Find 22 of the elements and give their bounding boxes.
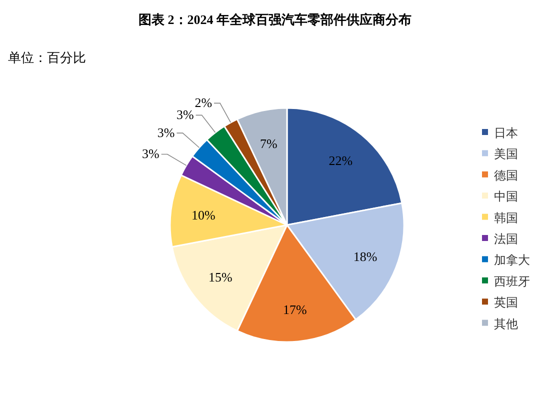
data-label: 3% (176, 107, 194, 122)
data-label: 18% (353, 249, 378, 264)
legend-label: 日本 (494, 126, 518, 140)
data-label: 3% (142, 146, 160, 162)
legend-label: 其他 (494, 316, 518, 331)
data-label: 22% (328, 153, 353, 168)
legend-label: 法国 (494, 232, 518, 246)
data-label: 3% (157, 125, 175, 140)
legend-label: 中国 (494, 190, 518, 204)
legend-label: 韩国 (494, 210, 518, 225)
data-label: 10% (192, 207, 216, 222)
legend-label: 加拿大 (494, 253, 530, 268)
legend-label: 英国 (494, 296, 518, 310)
chart-subtitle: 单位：百分比 (8, 50, 86, 65)
legend-label: 德国 (494, 168, 518, 182)
data-label: 15% (208, 270, 233, 285)
data-label: 17% (283, 302, 308, 317)
legend-label: 西班牙 (494, 274, 530, 288)
chart-title: 图表 2：2024 年全球百强汽车零部件供应商分布 (138, 12, 412, 27)
data-label: 2% (194, 95, 212, 110)
data-label: 7% (260, 136, 278, 151)
legend-label: 美国 (494, 147, 518, 162)
